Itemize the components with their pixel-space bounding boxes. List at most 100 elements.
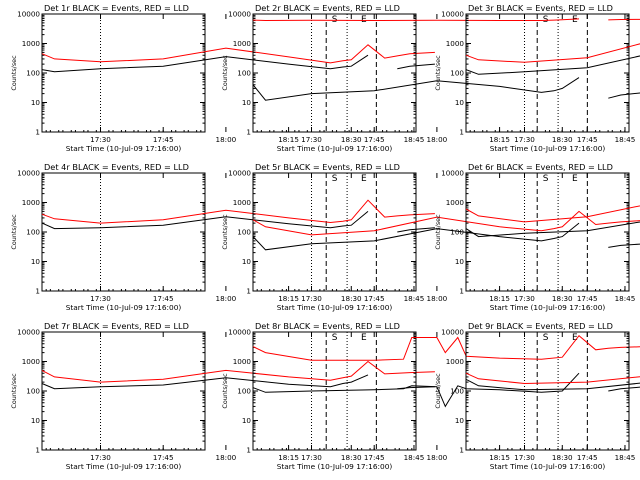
- event-mark-s: S: [332, 174, 338, 184]
- panel-title: Det 3r BLACK = Events, RED = LLD: [468, 3, 613, 13]
- x-axis-label: Start Time (10-Jul-09 17:16:00): [277, 144, 393, 153]
- y-tick-label: 100: [237, 387, 251, 396]
- series-lld-red-line: [465, 205, 640, 223]
- x-tick-label: 17:45: [577, 294, 598, 303]
- x-tick-label: 17:45: [153, 135, 174, 144]
- y-tick-label: 10: [455, 98, 465, 107]
- series-events-black-line: [252, 372, 640, 408]
- panel-title: Det 4r BLACK = Events, RED = LLD: [44, 162, 189, 172]
- x-axis-label: Start Time (10-Jul-09 17:16:00): [490, 144, 606, 153]
- y-tick-label: 100: [26, 387, 40, 396]
- x-axis-label: Start Time (10-Jul-09 17:16:00): [490, 462, 606, 471]
- series-events-black-line: [41, 54, 435, 73]
- x-tick-label: 18:00: [427, 453, 448, 462]
- series-lld-red-line: [252, 18, 640, 22]
- y-tick-label: 1: [459, 446, 464, 455]
- series-lld-red-line: [465, 372, 640, 385]
- x-tick-label: 18:45: [404, 294, 425, 303]
- y-tick-label: 1: [246, 287, 251, 296]
- series-lld-red-line: [252, 334, 640, 361]
- y-axis-label: Counts/sec: [434, 373, 442, 409]
- y-tick-label: 10000: [17, 169, 40, 178]
- x-axis-label: Start Time (10-Jul-09 17:16:00): [277, 303, 393, 312]
- series-events-black-line: [465, 55, 640, 75]
- x-tick-label: 17:30: [301, 294, 322, 303]
- panel-title: Det 9r BLACK = Events, RED = LLD: [468, 321, 613, 331]
- x-tick-label: 18:30: [552, 294, 573, 303]
- x-axis-label: Start Time (10-Jul-09 17:16:00): [277, 462, 393, 471]
- y-tick-label: 1000: [22, 198, 41, 207]
- y-tick-label: 1000: [22, 357, 41, 366]
- y-tick-label: 100: [26, 228, 40, 237]
- panel-det-3: Det 3r BLACK = Events, RED = LLD 1 10 100 10…: [434, 3, 640, 153]
- y-tick-label: 1000: [233, 357, 252, 366]
- plot-frame: [252, 13, 417, 133]
- y-tick-label: 1000: [446, 198, 465, 207]
- x-tick-label: 18:00: [427, 135, 448, 144]
- event-mark-e: E: [572, 333, 578, 343]
- panel-title: Det 5r BLACK = Events, RED = LLD: [255, 162, 400, 172]
- y-tick-label: 1: [35, 287, 40, 296]
- x-tick-label: 17:30: [301, 453, 322, 462]
- event-mark-e: E: [361, 333, 367, 343]
- y-tick-label: 10000: [228, 169, 251, 178]
- y-tick-label: 10: [31, 98, 41, 107]
- y-tick-label: 10: [31, 416, 41, 425]
- x-tick-label: 17:30: [514, 294, 535, 303]
- plot-frame: [41, 13, 206, 133]
- y-tick-label: 1: [35, 446, 40, 455]
- y-tick-label: 10: [242, 416, 252, 425]
- panel-title: Det 6r BLACK = Events, RED = LLD: [468, 162, 613, 172]
- y-axis-label: Counts/sec: [221, 373, 229, 409]
- y-tick-label: 10: [455, 416, 465, 425]
- x-tick-label: 18:30: [552, 135, 573, 144]
- series-events-black-line: [465, 378, 640, 391]
- panel-det-6: Det 6r BLACK = Events, RED = LLD 1 10 100 10…: [434, 162, 640, 312]
- y-tick-label: 100: [450, 228, 464, 237]
- x-tick-label: 17:30: [514, 453, 535, 462]
- x-tick-label: 18:00: [216, 294, 237, 303]
- y-tick-label: 100: [237, 228, 251, 237]
- y-tick-label: 1000: [446, 39, 465, 48]
- x-tick-label: 18:15: [278, 135, 299, 144]
- x-tick-label: 18:00: [216, 453, 237, 462]
- panel-title: Det 8r BLACK = Events, RED = LLD: [255, 321, 400, 331]
- panel-det-1: Det 1r BLACK = Events, RED = LLD 1 10 100 10…: [10, 3, 435, 153]
- x-tick-label: 18:30: [341, 453, 362, 462]
- x-tick-label: 18:15: [489, 453, 510, 462]
- series-events-black-line: [465, 221, 640, 238]
- y-tick-label: 10000: [228, 10, 251, 19]
- panel-det-9: Det 9r BLACK = Events, RED = LLD 1 10 100 10…: [434, 321, 640, 471]
- series-lld-red-line: [41, 360, 435, 383]
- x-axis-label: Start Time (10-Jul-09 17:16:00): [66, 462, 182, 471]
- panel-title: Det 7r BLACK = Events, RED = LLD: [44, 321, 189, 331]
- panel-det-4: Det 4r BLACK = Events, RED = LLD 1 10 100 10…: [10, 162, 435, 312]
- x-tick-label: 17:30: [90, 294, 111, 303]
- x-tick-label: 17:45: [364, 453, 385, 462]
- x-tick-label: 17:45: [364, 135, 385, 144]
- x-tick-label: 18:45: [615, 135, 636, 144]
- series-events-black-line: [41, 211, 435, 233]
- y-tick-label: 100: [26, 69, 40, 78]
- x-tick-label: 18:00: [427, 294, 448, 303]
- panel-title: Det 1r BLACK = Events, RED = LLD: [44, 3, 189, 13]
- x-tick-label: 18:45: [404, 453, 425, 462]
- x-tick-label: 18:00: [216, 135, 237, 144]
- x-axis-label: Start Time (10-Jul-09 17:16:00): [490, 303, 606, 312]
- x-tick-label: 17:45: [577, 135, 598, 144]
- y-axis-label: Counts/sec: [434, 55, 442, 91]
- y-tick-label: 10000: [441, 169, 464, 178]
- series-lld-red-line: [465, 43, 640, 63]
- y-tick-label: 10000: [228, 328, 251, 337]
- y-axis-label: Counts/sec: [10, 373, 18, 409]
- y-tick-label: 1: [35, 128, 40, 137]
- panel-det-8: Det 8r BLACK = Events, RED = LLD 1 10 100 10…: [221, 321, 640, 471]
- y-tick-label: 100: [450, 387, 464, 396]
- series-events-black-line: [252, 222, 640, 251]
- y-tick-label: 10000: [17, 328, 40, 337]
- y-tick-label: 1000: [446, 357, 465, 366]
- x-tick-label: 17:45: [364, 294, 385, 303]
- event-mark-s: S: [543, 333, 549, 343]
- y-axis-label: Counts/sec: [434, 214, 442, 250]
- x-tick-label: 18:45: [404, 135, 425, 144]
